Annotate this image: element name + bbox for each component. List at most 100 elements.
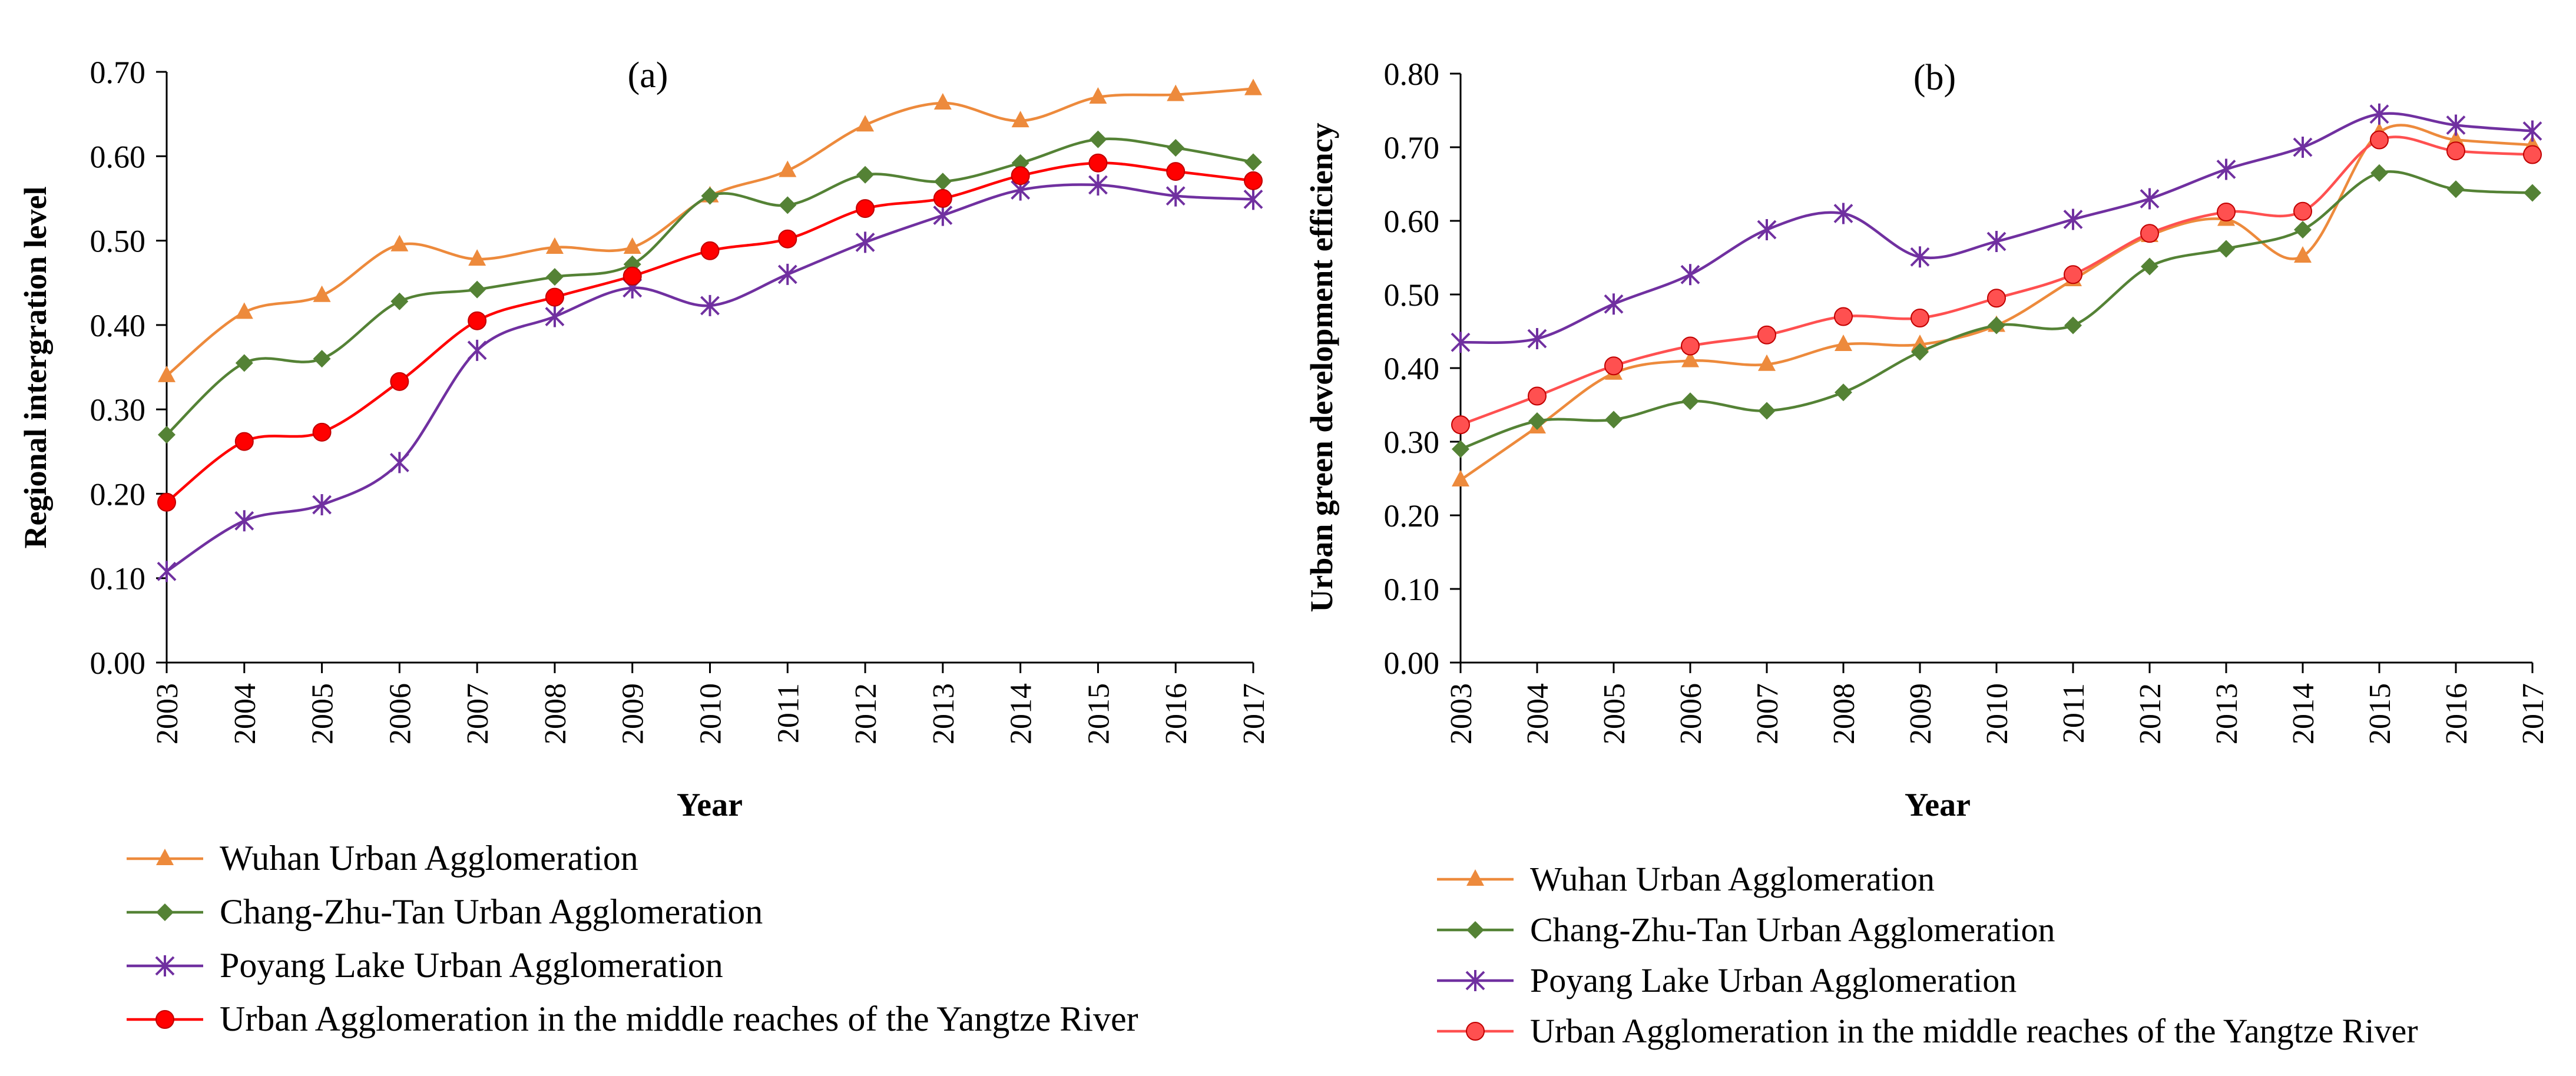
chart-b-x-tick-label: 2013 <box>2210 683 2244 744</box>
chart-b-legend-marker <box>1466 869 1484 886</box>
chart-b-legend-item: Chang-Zhu-Tan Urban Agglomeration <box>1437 911 2055 949</box>
chart-b-y-tick-label: 0.70 <box>1384 130 1440 165</box>
chart-b-series-1-point <box>2447 130 2465 147</box>
chart-a-legend: Wuhan Urban Agglomeration Chang-Zhu-Tan U… <box>127 839 1138 1038</box>
chart-a-series-1-line <box>165 87 1254 377</box>
chart-a-series-2-point <box>779 196 797 214</box>
chart-b-x-tick-label: 2008 <box>1827 683 1861 744</box>
chart-b-series-3-point <box>1757 219 1777 240</box>
chart-b-series-2-point <box>1681 392 1699 410</box>
chart-a-y-tick-label: 0.40 <box>90 308 146 343</box>
chart-a-series-1-point <box>1089 87 1107 104</box>
chart-b-y-tick-label: 0.10 <box>1384 572 1440 607</box>
chart-b-legend: Wuhan Urban Agglomeration Chang-Zhu-Tan U… <box>1437 860 2418 1050</box>
chart-a-x-tick-label: 2003 <box>151 683 184 744</box>
chart-a-series-2-point <box>235 354 253 372</box>
chart-b-series-1-point <box>1911 335 1929 351</box>
chart-a-series-2-point <box>545 268 564 286</box>
chart-a-series-4-point <box>623 266 642 286</box>
chart-a-series-2-point <box>1244 153 1262 171</box>
chart-a-series-4 <box>157 153 1263 512</box>
chart-b-legend-item: Wuhan Urban Agglomeration <box>1437 860 1935 898</box>
chart-a-x-tick-label: 2006 <box>383 683 417 744</box>
chart-a-series-4-point <box>545 287 564 307</box>
chart-b-x-tick-label: 2017 <box>2517 683 2550 744</box>
chart-b-series-1-line <box>1459 124 2533 481</box>
chart-a-y-axis-title: Regional intergration level <box>18 187 53 549</box>
chart-b-series-2-point <box>2524 184 2541 202</box>
chart-a-series-1-point <box>779 160 797 177</box>
chart-a-series-1-point <box>1244 78 1262 95</box>
chart-a: 0.00 0.10 0.20 0.30 0.40 0.50 0.60 0.70 2003 2004… <box>18 55 1271 1038</box>
chart-b-x-tick-label: 2003 <box>1445 683 1478 744</box>
chart-a-series-3-point <box>157 561 177 582</box>
chart-b-series-2-point <box>1911 343 1929 361</box>
chart-a-series-4-point <box>312 422 332 442</box>
chart-b-series-4 <box>1451 130 2542 435</box>
chart-b-x-tick-label: 2016 <box>2440 683 2474 744</box>
chart-b-legend-marker <box>1465 970 1485 991</box>
chart-a-series-3-point <box>1088 174 1108 196</box>
chart-b-series-2-point <box>2064 316 2082 335</box>
chart-b-series-4-point <box>1681 336 1700 356</box>
chart-a-series-2-point <box>313 350 331 368</box>
chart-b-y-tick-label: 0.40 <box>1384 351 1440 386</box>
chart-a-series-4-point <box>933 188 952 208</box>
chart-a-series-2-point <box>390 292 409 310</box>
chart-a-legend-marker <box>155 1010 174 1029</box>
chart-b-series-4-point <box>1604 356 1623 376</box>
chart-a-legend-label: Poyang Lake Urban Agglomeration <box>220 946 723 985</box>
chart-b-series-3-point <box>1680 264 1700 286</box>
chart-b-series-4-point <box>2446 141 2465 161</box>
chart-a-series-4-point <box>700 241 720 260</box>
chart-b-series-2-point <box>1605 410 1623 429</box>
chart-b-series-3-line <box>1460 112 2533 345</box>
chart-a-series-2-point <box>856 165 875 184</box>
chart-b-legend-label: Chang-Zhu-Tan Urban Agglomeration <box>1530 911 2055 949</box>
chart-b-y-tick-label: 0.60 <box>1384 204 1440 239</box>
chart-b-series-2-point <box>1758 402 1776 420</box>
chart-b-x-tick-label: 2014 <box>2287 683 2320 744</box>
chart-a-series-4-point <box>1166 162 1186 181</box>
chart-a-series-3-line <box>165 183 1254 573</box>
chart-a-y-tick-label: 0.50 <box>90 224 146 259</box>
chart-b-series-2-point <box>2217 240 2235 258</box>
chart-b-series-3-point <box>2369 103 2389 125</box>
chart-a-legend-item: Chang-Zhu-Tan Urban Agglomeration <box>127 892 763 931</box>
chart-b-series-3-point <box>1527 328 1547 349</box>
chart-b-y-axis-title: Urban green development efficiency <box>1304 123 1339 612</box>
chart-b-x-tick-label: 2011 <box>2057 683 2091 743</box>
chart-b-series-1-point <box>1452 470 1469 486</box>
chart-b-series-2-point <box>2370 164 2388 182</box>
chart-b-series-2-point <box>2141 257 2158 276</box>
chart-a-series-3-point <box>933 204 953 226</box>
chart-b-legend-item: Poyang Lake Urban Agglomeration <box>1437 961 2017 999</box>
chart-b-y-tick-label: 0.80 <box>1384 57 1440 92</box>
chart-a-y-tick-label: 0.10 <box>90 561 146 597</box>
chart-a-series-1 <box>158 78 1262 382</box>
chart-a-series-3-point <box>855 231 875 253</box>
chart-a-series-4-point <box>778 229 797 249</box>
chart-b-series-3-point <box>1833 203 1853 224</box>
chart-b-x-tick-label: 2010 <box>1981 683 2014 744</box>
chart-a-series-3-point <box>777 263 797 285</box>
chart-a-series-1-point <box>545 237 564 254</box>
chart-a-y-tick-label: 0.00 <box>90 645 146 681</box>
chart-b-series-3-point <box>2063 208 2083 230</box>
chart-a-legend-label: Chang-Zhu-Tan Urban Agglomeration <box>220 892 763 931</box>
chart-a-x-tick-label: 2017 <box>1237 683 1271 744</box>
chart-a-y-tick-label: 0.70 <box>90 55 146 90</box>
chart-a-series-4-point <box>1011 166 1030 186</box>
chart-a-legend-marker <box>156 849 174 865</box>
chart-a-series-2-point <box>158 426 176 444</box>
chart-a-series-1-point <box>390 234 409 251</box>
chart-b-series-2-point <box>2447 180 2465 198</box>
chart-a-series-4-point <box>234 432 254 451</box>
chart-a-series-2-line <box>165 137 1254 436</box>
chart-a-series-3-point <box>467 339 487 361</box>
chart-b-x-tick-label: 2007 <box>1751 683 1784 744</box>
chart-b-series-3-point <box>2140 188 2160 210</box>
chart-a-series-1-point <box>468 249 486 266</box>
chart-b-series-3-point <box>2293 137 2313 158</box>
chart-a-legend-item: Wuhan Urban Agglomeration <box>127 839 638 878</box>
